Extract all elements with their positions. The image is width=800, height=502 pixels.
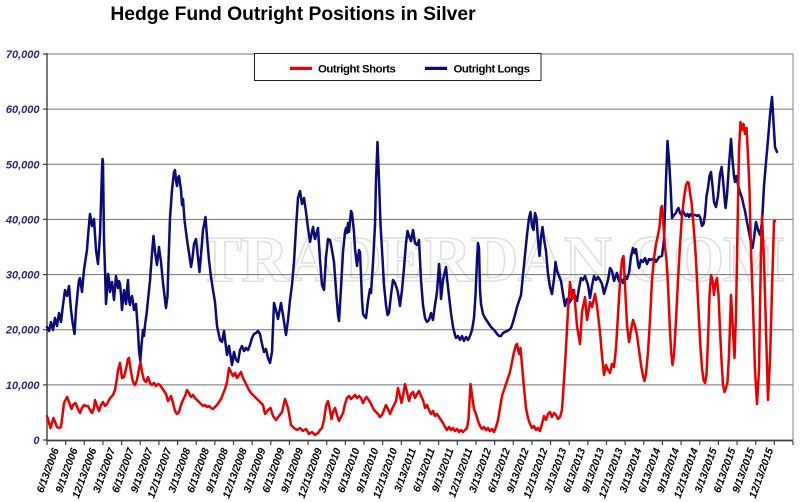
- svg-text:Outright Longs: Outright Longs: [454, 64, 530, 76]
- svg-text:50,000: 50,000: [6, 159, 41, 171]
- svg-text:40,000: 40,000: [5, 214, 41, 226]
- svg-text:20,000: 20,000: [5, 325, 41, 337]
- svg-text:60,000: 60,000: [6, 104, 41, 116]
- svg-text:0: 0: [33, 435, 40, 447]
- svg-text:Outright Shorts: Outright Shorts: [318, 64, 396, 76]
- svg-text:70,000: 70,000: [6, 49, 41, 61]
- svg-text:Hedge Fund Outright Positions: Hedge Fund Outright Positions in Silver: [110, 4, 476, 25]
- svg-text:10,000: 10,000: [6, 380, 41, 392]
- svg-text:30,000: 30,000: [6, 270, 41, 282]
